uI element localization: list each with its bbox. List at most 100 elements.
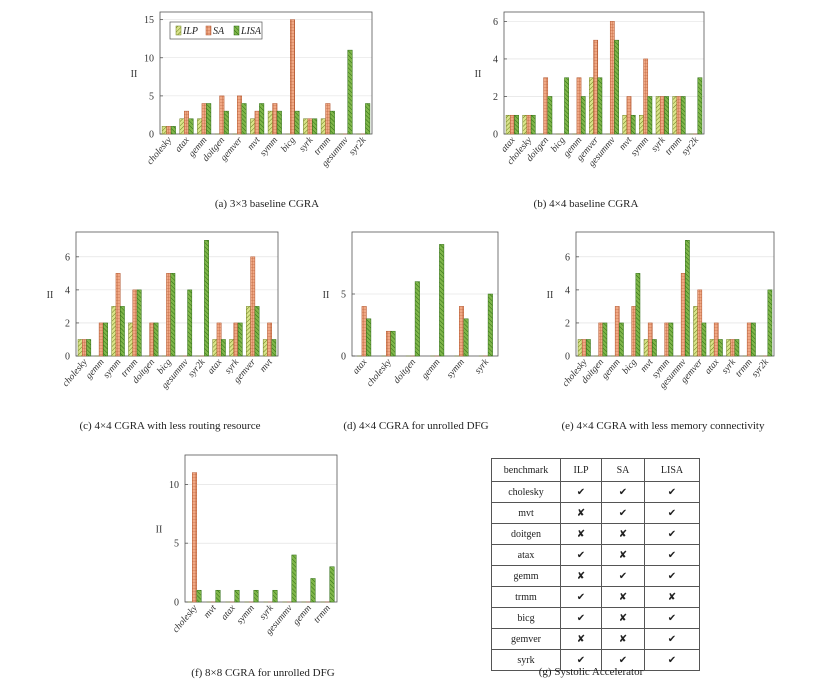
bar-lisa-symm: [647, 96, 653, 135]
bar-lisa-doitgen: [602, 322, 608, 357]
x-tick-label: syr2k: [680, 135, 701, 158]
table-row: gemm ✘ ✔ ✔: [491, 565, 700, 587]
bar-ilp-cholesky: [77, 339, 83, 357]
table-row: cholesky ✔ ✔ ✔: [491, 481, 700, 503]
x-tick-label: symm: [629, 135, 651, 158]
plot-frame: [159, 11, 373, 135]
bar-lisa-syr2k: [365, 103, 371, 135]
row-ilp-mark: ✘: [560, 565, 602, 587]
bar-ilp-trmm: [672, 96, 678, 135]
x-tick-label: trmm: [664, 135, 685, 157]
bar-lisa-gemver: [241, 103, 247, 135]
bar-lisa-gemver: [701, 322, 707, 357]
row-benchmark: trmm: [491, 586, 561, 608]
x-tick-label: mvt: [258, 357, 275, 374]
bar-lisa-syrk: [312, 118, 318, 135]
bar-sa-trmm: [325, 103, 331, 135]
plot-frame: [575, 231, 775, 357]
bar-lisa-atax: [514, 114, 519, 135]
bar-ilp-gemm: [197, 118, 203, 135]
bar-ilp-cholesky: [161, 126, 167, 135]
bar-sa-bicg: [631, 306, 637, 357]
row-sa-mark: ✘: [601, 544, 645, 566]
bar-lisa-trmm: [329, 110, 335, 135]
row-sa-mark: ✔: [601, 565, 645, 587]
bar-lisa-gesummv: [685, 240, 690, 357]
bar-ilp-atax: [505, 114, 511, 135]
row-benchmark: atax: [491, 544, 561, 566]
row-sa-mark: ✘: [601, 628, 645, 650]
bar-lisa-trmm: [680, 96, 686, 135]
plot-frame: [503, 11, 705, 135]
bar-sa-gemver: [237, 95, 242, 135]
y-tick-label: 5: [174, 539, 179, 550]
bar-lisa-cholesky: [586, 339, 591, 357]
x-tick-label: cholesky: [365, 357, 394, 389]
y-tick-label: 2: [65, 318, 70, 329]
bar-lisa-trmm: [136, 289, 142, 357]
bar-ilp-mvt: [262, 339, 268, 357]
legend-label-lisa: LISA: [240, 26, 262, 37]
table-row: trmm ✔ ✘ ✘: [491, 586, 700, 608]
row-benchmark: gemm: [491, 565, 561, 587]
x-tick-label: symm: [235, 603, 257, 626]
bar-sa-trmm: [132, 289, 138, 357]
chart-caption: (d) 4×4 CGRA for unrolled DFG: [343, 420, 488, 432]
legend: ILP SA LISA: [169, 21, 263, 40]
bar-lisa-gemm: [206, 103, 212, 135]
bar-lisa-cholesky: [390, 330, 396, 357]
x-tick-label: syrk: [473, 357, 491, 376]
bar-sa-cholesky: [166, 126, 172, 135]
bar-ilp-atax: [212, 339, 218, 357]
row-ilp-mark: ✔: [560, 607, 602, 629]
bar-ilp-atax: [179, 118, 185, 135]
bar-lisa-bicg: [170, 273, 176, 357]
x-tick-label: symm: [445, 357, 467, 380]
bar-lisa-gesummv: [347, 49, 353, 135]
bar-lisa-gemm: [619, 322, 624, 357]
bar-lisa-syr2k: [697, 77, 703, 135]
table-header-row: benchmark ILP SA LISA: [491, 458, 700, 482]
bar-lisa-syrk: [664, 96, 669, 135]
bar-sa-gemver: [697, 289, 703, 357]
bar-sa-gemm: [576, 77, 582, 135]
bar-ilp-symm: [267, 110, 273, 135]
table-header-lisa: LISA: [644, 458, 700, 482]
bar-lisa-syrk: [734, 339, 740, 357]
bar-sa-symm: [664, 322, 670, 357]
bar-lisa-trmm: [751, 322, 756, 357]
bar-ilp-gemver: [589, 77, 594, 135]
table-header-benchmark: benchmark: [491, 458, 561, 482]
chart-caption: (c) 4×4 CGRA with less routing resource: [80, 420, 261, 432]
bar-lisa-doitgen: [153, 322, 159, 357]
legend-swatch-sa: [205, 25, 212, 36]
row-benchmark: mvt: [491, 502, 561, 524]
bar-lisa-doitgen: [414, 281, 420, 357]
x-tick-label: atax: [206, 357, 225, 377]
table-row: gemver ✘ ✘ ✔: [491, 628, 700, 650]
bar-lisa-atax: [718, 339, 723, 357]
bar-sa-symm: [459, 306, 464, 357]
x-tick-label: trmm: [734, 357, 755, 379]
row-ilp-mark: ✘: [560, 502, 602, 524]
row-lisa-mark: ✔: [644, 544, 700, 566]
bar-lisa-gemm: [580, 96, 586, 135]
bar-sa-doitgen: [149, 322, 155, 357]
y-tick-label: 5: [341, 290, 346, 301]
bar-lisa-syrk: [237, 322, 243, 357]
bar-sa-doitgen: [543, 77, 549, 135]
bar-lisa-cholesky: [86, 339, 92, 357]
y-tick-label: 15: [144, 15, 154, 26]
legend-label-ilp: ILP: [182, 26, 198, 37]
bar-sa-trmm: [676, 96, 682, 135]
bar-lisa-gesummv: [291, 554, 297, 603]
x-tick-label: atax: [703, 357, 722, 377]
bar-lisa-doitgen: [547, 96, 553, 135]
bar-ilp-symm: [111, 306, 117, 357]
x-tick-label: gemm: [84, 357, 106, 381]
bar-sa-syrk: [233, 322, 239, 357]
bar-lisa-syr2k: [204, 240, 209, 357]
